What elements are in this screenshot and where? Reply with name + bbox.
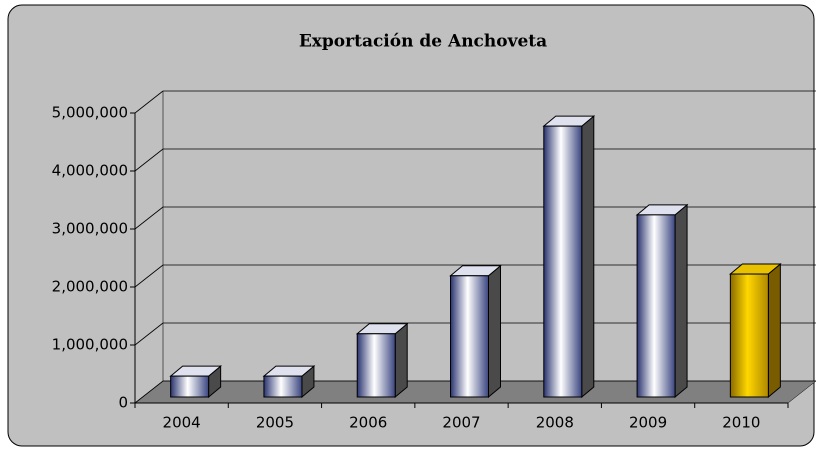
bar-front <box>543 125 583 398</box>
bar-side <box>488 264 501 399</box>
y-tick-label: 4,000,000 <box>52 162 128 180</box>
chart-frame <box>7 4 815 447</box>
x-tick-label: 2009 <box>629 414 667 432</box>
grid-line <box>134 264 164 288</box>
y-tick-label: 3,000,000 <box>52 220 128 238</box>
bar-side <box>674 203 688 399</box>
bar-side <box>581 115 595 399</box>
bar-front <box>263 375 303 398</box>
x-tick-label: 2010 <box>722 414 760 432</box>
grid-line <box>134 380 164 404</box>
bar-front <box>450 275 489 398</box>
bar <box>449 264 502 399</box>
x-tick-label: 2005 <box>256 414 294 432</box>
bar-front <box>356 333 396 398</box>
bar <box>728 262 782 399</box>
y-tick-label: 5,000,000 <box>52 104 128 122</box>
grid-line <box>134 148 164 172</box>
bar <box>355 322 409 399</box>
x-tick-label: 2004 <box>163 414 201 432</box>
bar-front <box>636 214 676 398</box>
bar-side <box>394 322 408 399</box>
x-tick-label: 2006 <box>349 414 387 432</box>
grid-line <box>134 90 164 114</box>
x-tick-label: 2008 <box>536 414 574 432</box>
bar-front <box>729 273 769 398</box>
bar <box>635 203 689 399</box>
grid-line <box>134 322 164 346</box>
bar <box>169 365 223 399</box>
chart-title: Exportación de Anchoveta <box>299 32 547 52</box>
grid-line <box>134 206 164 230</box>
y-tick-label: 1,000,000 <box>52 336 128 354</box>
x-tick-label: 2007 <box>442 414 480 432</box>
bar-side <box>767 262 781 399</box>
y-tick-label: 0 <box>118 394 128 412</box>
bar <box>542 115 596 399</box>
bar-front <box>170 375 210 398</box>
bar <box>262 365 316 399</box>
y-tick-label: 2,000,000 <box>52 278 128 296</box>
